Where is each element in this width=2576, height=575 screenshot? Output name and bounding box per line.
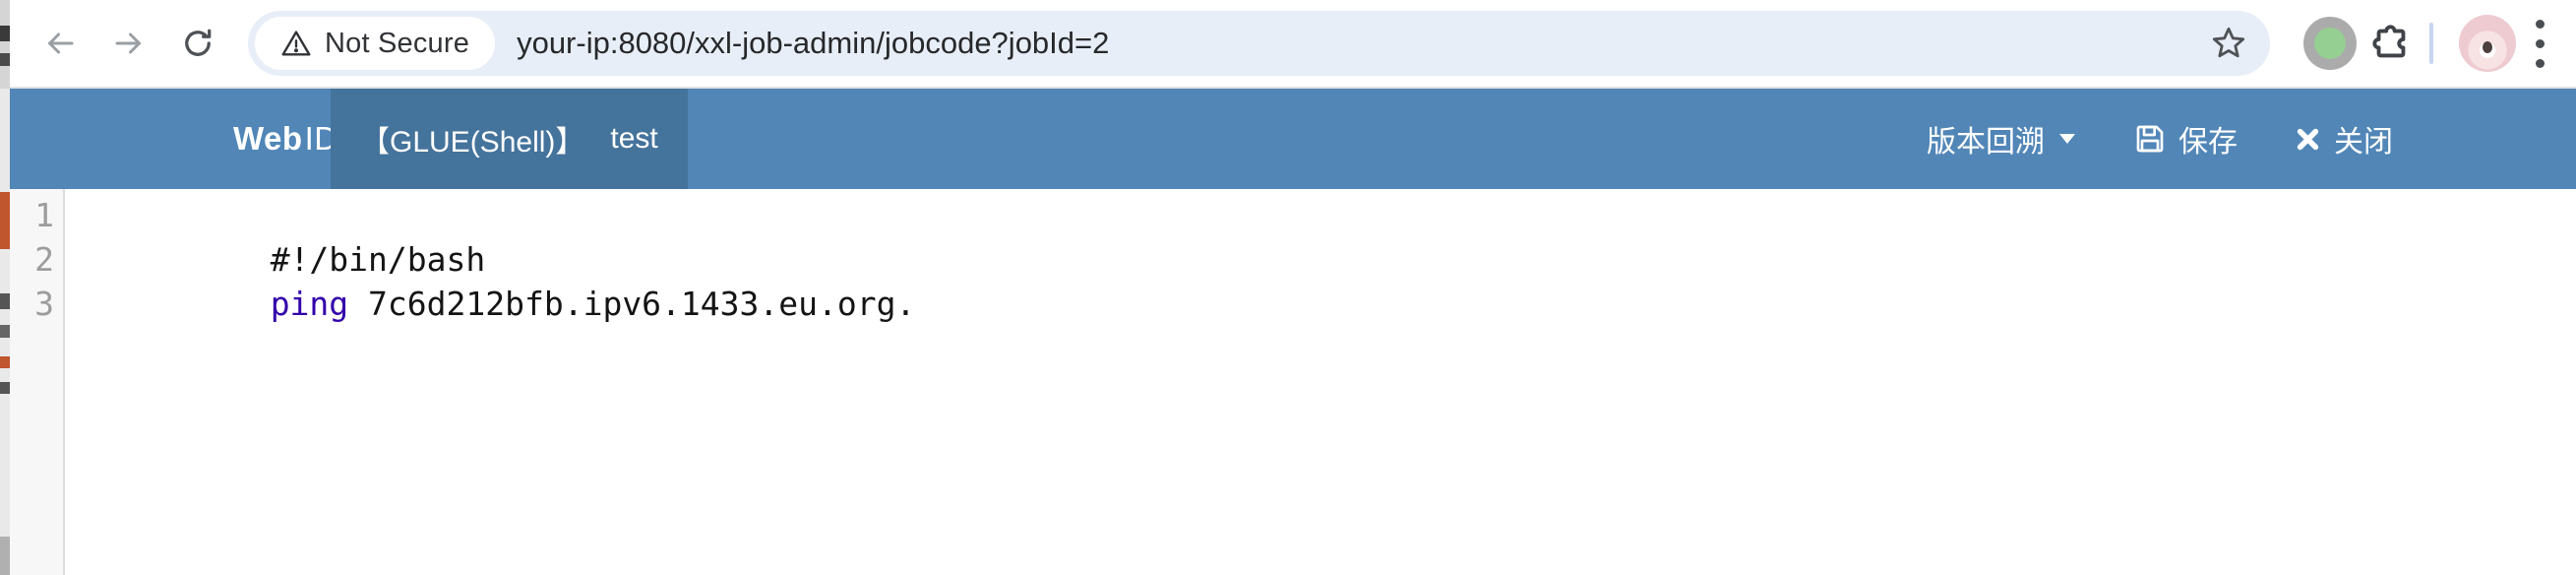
forward-button[interactable] bbox=[100, 15, 157, 72]
security-label: Not Secure bbox=[325, 27, 470, 59]
save-button[interactable]: 保存 bbox=[2134, 117, 2238, 160]
back-button[interactable] bbox=[31, 15, 89, 72]
code-line: ping 7c6d212bfb.ipv6.1433.eu.org. bbox=[75, 237, 2576, 323]
profile-avatar[interactable] bbox=[2459, 15, 2516, 72]
menu-dot-icon bbox=[2536, 38, 2545, 48]
toolbar-divider bbox=[2429, 23, 2433, 64]
bookmark-button[interactable] bbox=[2209, 24, 2248, 63]
background-window-sliver bbox=[0, 0, 10, 575]
line-number: 2 bbox=[34, 240, 54, 279]
gray-circle-icon bbox=[2303, 17, 2357, 70]
extension-status-button[interactable] bbox=[2292, 17, 2368, 70]
sliver-segment bbox=[0, 537, 10, 575]
sliver-segment bbox=[0, 293, 10, 309]
code-token: 7c6d212bfb.ipv6.1433.eu.org. bbox=[348, 285, 916, 323]
webide-header: WebIDE 【GLUE(Shell)】 test 版本回溯 保存 关闭 bbox=[10, 89, 2576, 189]
avatar-face bbox=[2483, 40, 2492, 53]
url-text: your-ip:8080/xxl-job-admin/jobcode?jobId… bbox=[517, 26, 1110, 60]
reload-icon bbox=[185, 29, 212, 56]
header-actions: 版本回溯 保存 关闭 bbox=[1927, 89, 2393, 189]
close-button[interactable]: 关闭 bbox=[2295, 117, 2393, 160]
security-chip[interactable]: Not Secure bbox=[255, 17, 496, 70]
browser-toolbar: Not Secure your-ip:8080/xxl-job-admin/jo… bbox=[10, 0, 2576, 89]
menu-dot-icon bbox=[2536, 58, 2545, 68]
browser-window: Not Secure your-ip:8080/xxl-job-admin/jo… bbox=[10, 0, 2576, 575]
close-x-icon bbox=[2297, 128, 2319, 150]
code-line: #!/bin/bash bbox=[75, 193, 2576, 279]
green-dot-icon bbox=[2314, 28, 2346, 59]
sliver-segment bbox=[0, 325, 10, 338]
close-label: 关闭 bbox=[2334, 126, 2393, 159]
line-number: 3 bbox=[34, 285, 54, 323]
logo-web: Web bbox=[233, 120, 303, 157]
reload-button[interactable] bbox=[169, 15, 226, 72]
warning-triangle-icon bbox=[281, 31, 311, 56]
code-area[interactable]: #!/bin/bash ping 7c6d212bfb.ipv6.1433.eu… bbox=[65, 189, 2576, 575]
extensions-button[interactable] bbox=[2368, 21, 2414, 66]
version-rollback-label: 版本回溯 bbox=[1927, 126, 2045, 159]
menu-dot-icon bbox=[2536, 19, 2545, 29]
star-icon bbox=[2212, 27, 2245, 58]
arrow-left-icon bbox=[48, 32, 74, 54]
line-number: 1 bbox=[34, 196, 54, 234]
sliver-segment bbox=[0, 0, 10, 89]
code-token: #!/bin/bash bbox=[270, 240, 486, 279]
save-label: 保存 bbox=[2178, 126, 2238, 159]
sliver-segment bbox=[0, 356, 10, 368]
sliver-segment bbox=[0, 53, 10, 66]
arrow-right-icon bbox=[115, 32, 141, 54]
code-editor: 1 2 3 #!/bin/bash ping 7c6d212bfb.ipv6.1… bbox=[10, 189, 2576, 575]
code-token-builtin: ping bbox=[270, 285, 349, 323]
caret-down-icon bbox=[2059, 134, 2075, 144]
version-rollback-button[interactable]: 版本回溯 bbox=[1927, 117, 2077, 160]
job-name-label: test bbox=[610, 122, 658, 155]
sliver-segment bbox=[0, 26, 10, 41]
address-bar[interactable]: Not Secure your-ip:8080/xxl-job-admin/jo… bbox=[248, 11, 2270, 76]
glue-tab[interactable]: 【GLUE(Shell)】 test bbox=[331, 89, 688, 189]
floppy-disk-icon bbox=[2136, 125, 2164, 153]
sliver-segment bbox=[0, 382, 10, 394]
sliver-segment bbox=[0, 192, 10, 249]
puzzle-piece-icon bbox=[2372, 25, 2406, 58]
glue-type-label: 【GLUE(Shell)】 bbox=[360, 126, 585, 159]
line-number-gutter: 1 2 3 bbox=[10, 189, 65, 575]
chrome-menu-button[interactable] bbox=[2536, 19, 2545, 68]
